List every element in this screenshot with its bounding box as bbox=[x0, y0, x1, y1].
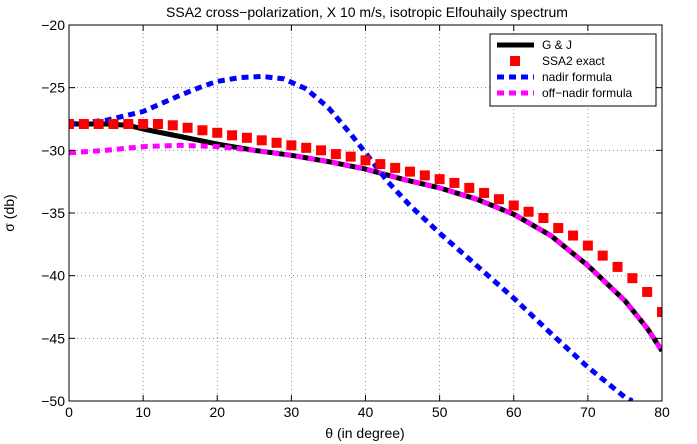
y-tick-label: −50 bbox=[41, 393, 65, 409]
data-point-ssa2-exact bbox=[241, 132, 252, 143]
legend-label-g-j: G & J bbox=[542, 38, 572, 52]
legend: G & J SSA2 exact nadir formula off−nadir fo… bbox=[489, 33, 657, 107]
data-point-ssa2-exact bbox=[404, 166, 415, 177]
data-point-ssa2-exact bbox=[419, 170, 430, 181]
y-tick-label: −30 bbox=[41, 142, 65, 158]
x-tick-label: 50 bbox=[432, 404, 448, 420]
data-point-ssa2-exact bbox=[568, 230, 579, 241]
data-point-ssa2-exact bbox=[138, 119, 149, 130]
x-tick-label: 0 bbox=[65, 404, 73, 420]
x-tick-label: 10 bbox=[135, 404, 151, 420]
series-line-nadir-formula bbox=[69, 73, 634, 401]
data-point-ssa2-exact bbox=[642, 286, 653, 297]
data-point-ssa2-exact bbox=[78, 119, 89, 130]
data-point-ssa2-exact bbox=[197, 125, 208, 136]
x-tick-label: 70 bbox=[580, 404, 596, 420]
x-axis-label: θ (in degree) bbox=[325, 425, 404, 441]
data-point-ssa2-exact bbox=[493, 194, 504, 205]
data-point-ssa2-exact bbox=[93, 119, 104, 130]
data-point-ssa2-exact bbox=[479, 187, 490, 198]
data-point-ssa2-exact bbox=[582, 240, 593, 251]
data-point-ssa2-exact bbox=[330, 149, 341, 160]
data-point-ssa2-exact bbox=[212, 127, 223, 138]
data-point-ssa2-exact bbox=[538, 213, 549, 224]
data-point-ssa2-exact bbox=[360, 155, 371, 166]
data-point-ssa2-exact bbox=[508, 200, 519, 211]
y-axis-label: σ (db) bbox=[1, 194, 17, 231]
ticks: 0 10 20 30 40 50 60 70 80 −50 −45 −40 −35 −30 −25 −20 bbox=[41, 17, 670, 420]
data-point-ssa2-exact bbox=[390, 162, 401, 173]
data-point-ssa2-exact bbox=[464, 182, 475, 193]
data-point-ssa2-exact bbox=[553, 223, 564, 234]
data-point-ssa2-exact bbox=[167, 120, 178, 131]
data-point-ssa2-exact bbox=[69, 119, 74, 130]
data-point-ssa2-exact bbox=[449, 177, 460, 188]
data-point-ssa2-exact bbox=[152, 119, 163, 130]
data-point-ssa2-exact bbox=[108, 119, 119, 130]
data-point-ssa2-exact bbox=[286, 140, 297, 151]
legend-label-nadir-formula: nadir formula bbox=[542, 70, 612, 84]
data-point-ssa2-exact bbox=[345, 151, 356, 162]
y-tick-label: −35 bbox=[41, 205, 65, 221]
legend-label-ssa2-exact: SSA2 exact bbox=[542, 54, 605, 68]
data-point-ssa2-exact bbox=[182, 122, 193, 133]
x-tick-label: 30 bbox=[284, 404, 300, 420]
x-tick-label: 60 bbox=[506, 404, 522, 420]
y-tick-label: −45 bbox=[41, 330, 65, 346]
legend-swatch-ssa2-exact bbox=[510, 56, 520, 66]
data-point-ssa2-exact bbox=[597, 250, 608, 261]
data-point-ssa2-exact bbox=[271, 137, 282, 148]
data-point-ssa2-exact bbox=[612, 261, 623, 272]
data-point-ssa2-exact bbox=[256, 135, 267, 146]
data-point-ssa2-exact bbox=[301, 142, 312, 153]
data-point-ssa2-exact bbox=[375, 159, 386, 170]
y-tick-label: −25 bbox=[41, 80, 65, 96]
series-layer bbox=[69, 73, 662, 401]
data-point-ssa2-exact bbox=[123, 119, 134, 130]
data-point-ssa2-exact bbox=[316, 145, 327, 156]
legend-label-off-nadir-formula: off−nadir formula bbox=[542, 86, 632, 100]
x-tick-label: 20 bbox=[209, 404, 225, 420]
data-point-ssa2-exact bbox=[627, 273, 638, 284]
data-point-ssa2-exact bbox=[227, 130, 238, 141]
data-point-ssa2-exact bbox=[657, 307, 662, 318]
chart-title: SSA2 cross−polarization, X 10 m/s, isotr… bbox=[166, 4, 568, 20]
x-tick-label: 80 bbox=[654, 404, 670, 420]
y-tick-label: −20 bbox=[41, 17, 65, 33]
x-tick-label: 40 bbox=[358, 404, 374, 420]
data-point-ssa2-exact bbox=[523, 206, 534, 217]
y-tick-label: −40 bbox=[41, 268, 65, 284]
grid bbox=[69, 25, 662, 401]
data-point-ssa2-exact bbox=[434, 174, 445, 185]
